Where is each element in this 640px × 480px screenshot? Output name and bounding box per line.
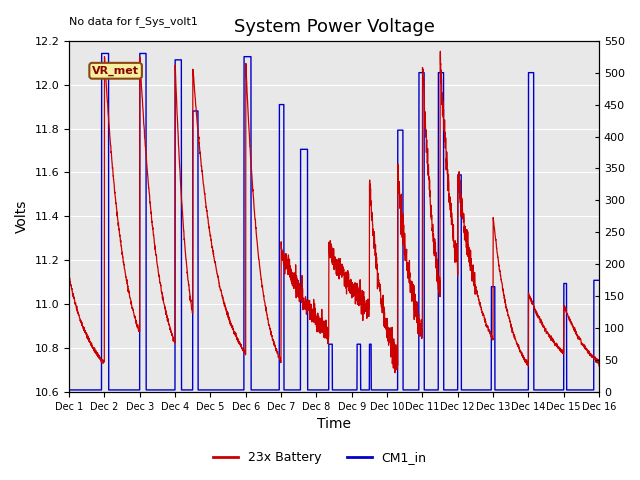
Title: System Power Voltage: System Power Voltage (234, 18, 435, 36)
X-axis label: Time: Time (317, 418, 351, 432)
Y-axis label: Volts: Volts (15, 200, 29, 233)
Text: VR_met: VR_met (92, 66, 139, 76)
Text: No data for f_Sys_volt1: No data for f_Sys_volt1 (69, 16, 198, 26)
Legend: 23x Battery, CM1_in: 23x Battery, CM1_in (208, 446, 432, 469)
